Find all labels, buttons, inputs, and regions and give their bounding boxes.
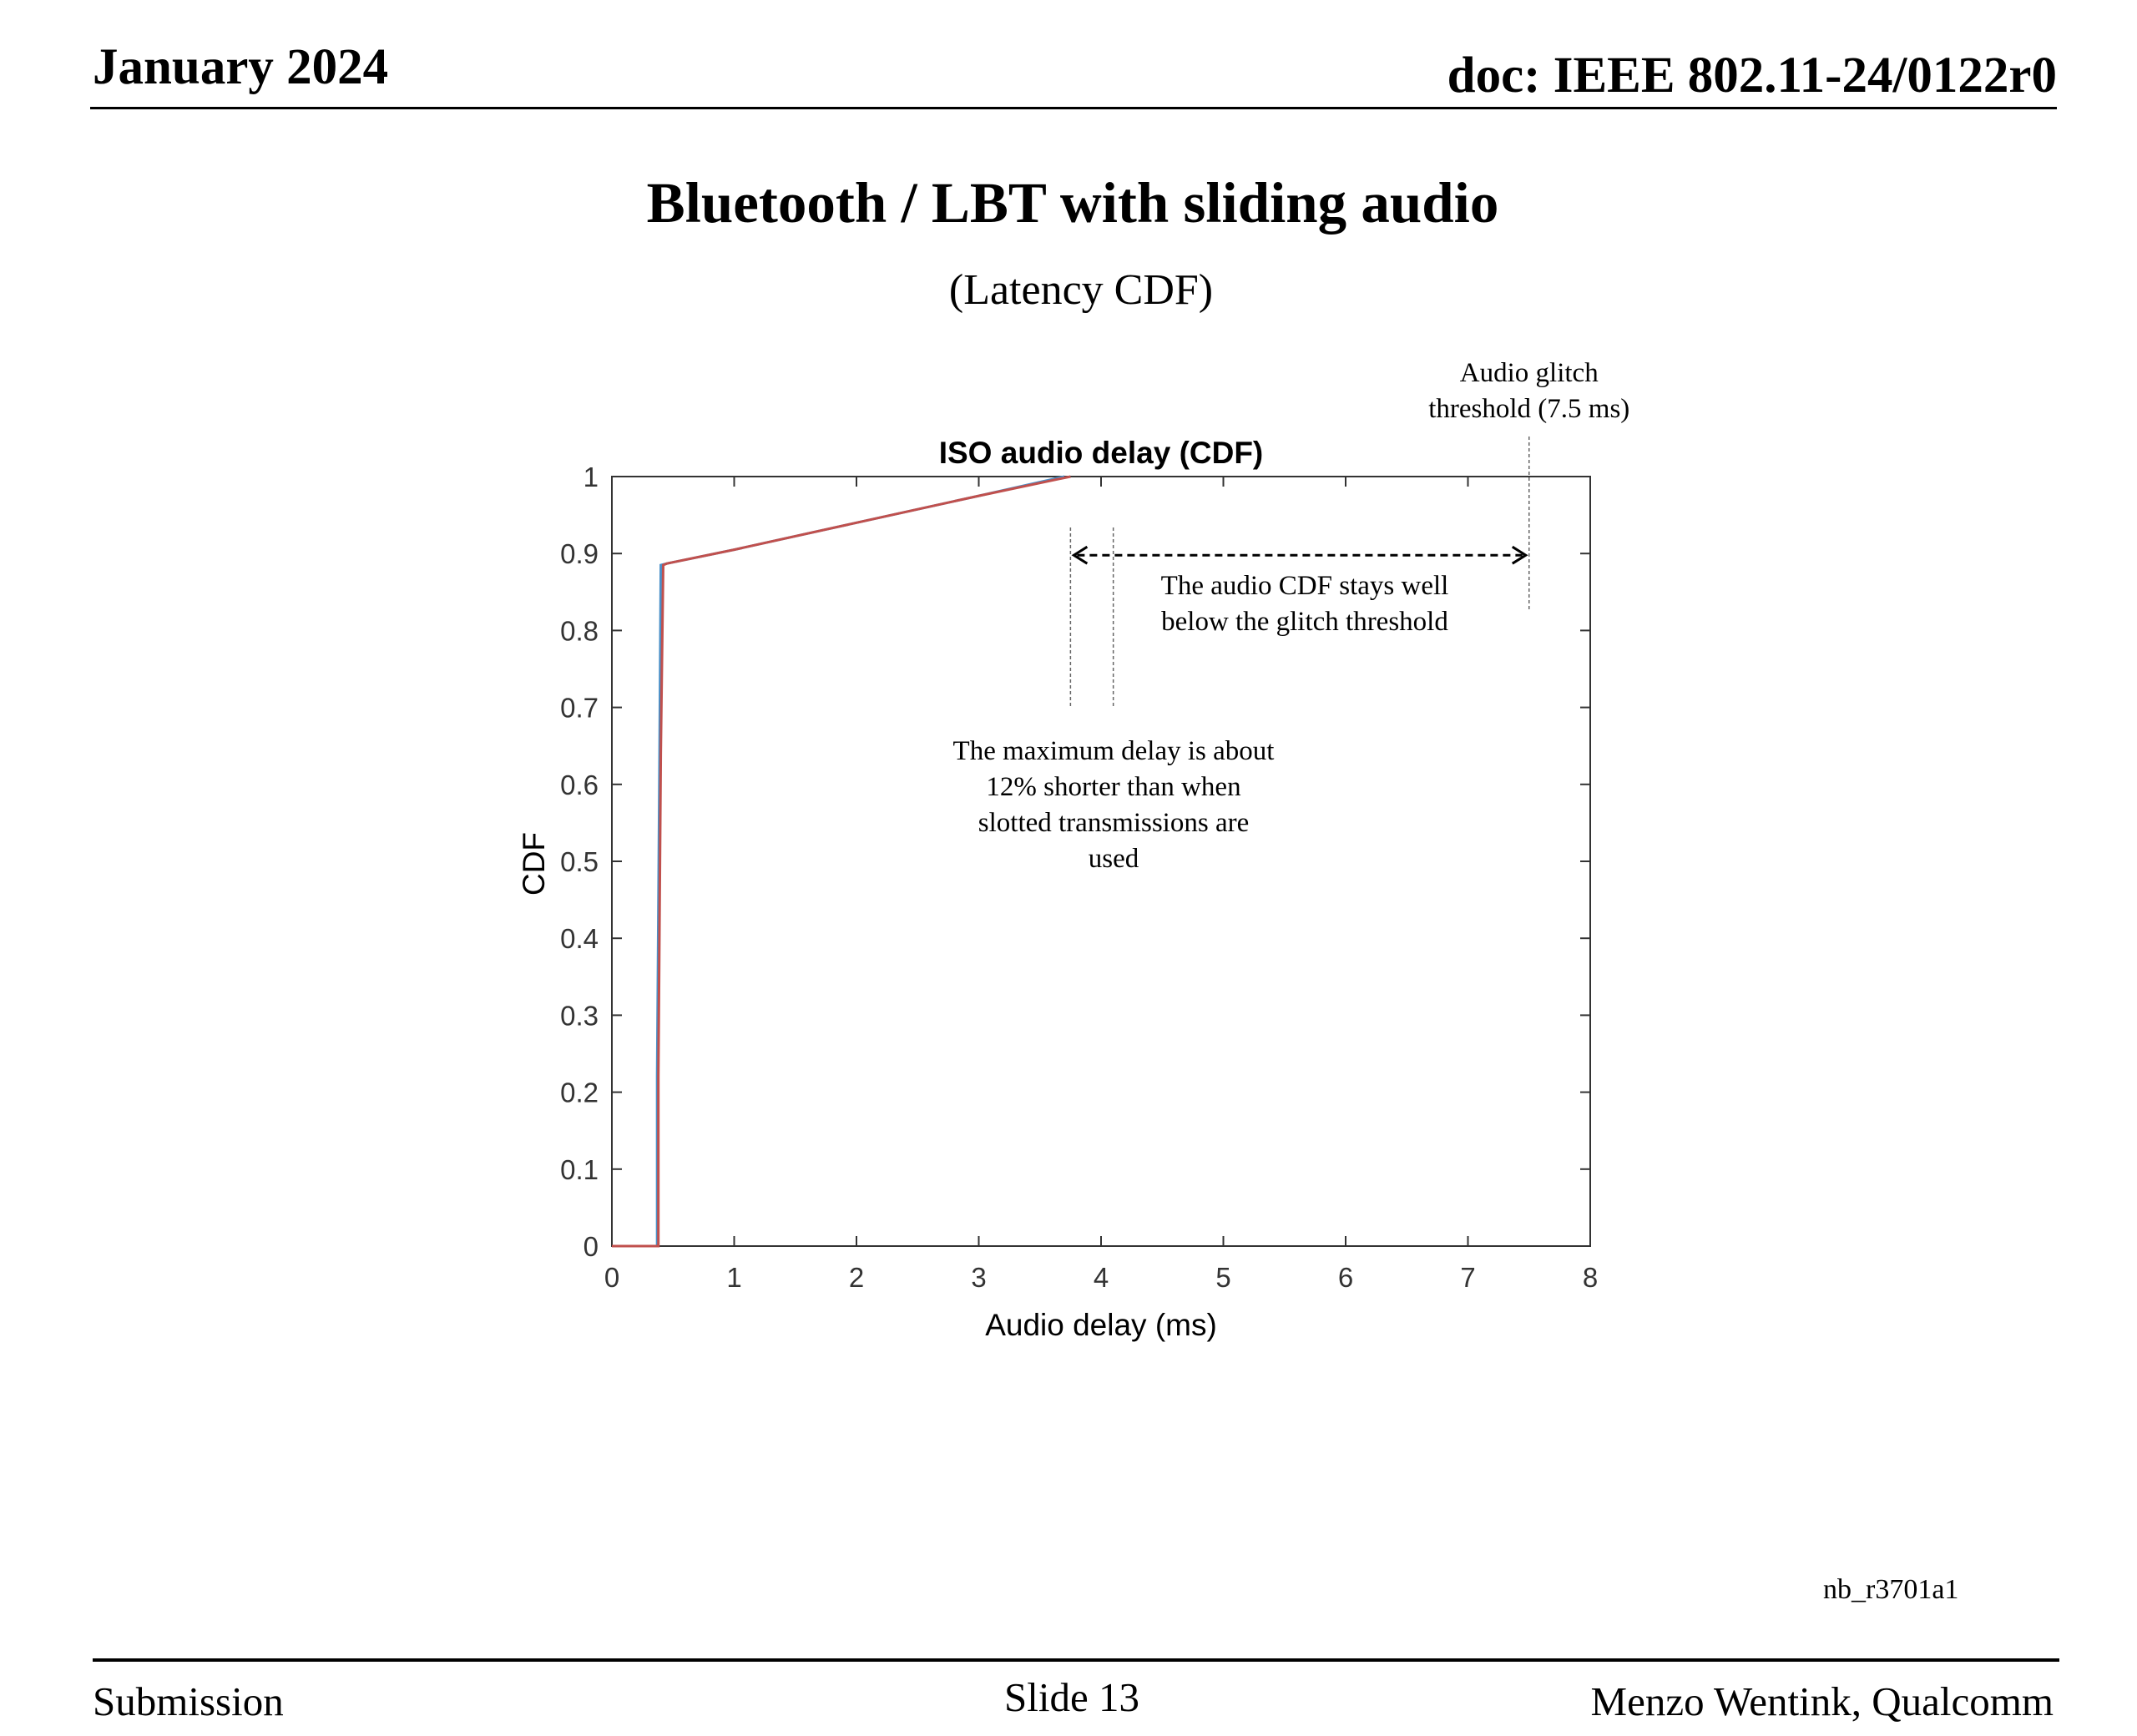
- header-date: January 2024: [93, 39, 389, 95]
- y-tick-label: 0.1: [560, 1154, 599, 1185]
- x-tick-label: 0: [604, 1262, 619, 1293]
- cdf-chart: ISO audio delay (CDF) 0 1 2 3 4 5 6 7 8 0 0.1 0.2 0.…: [517, 358, 1630, 1342]
- max-delay-annotation-line: slotted transmissions are: [978, 808, 1249, 838]
- threshold-label-line: Audio glitch: [1460, 358, 1599, 388]
- y-tick-label: 0.9: [560, 538, 599, 569]
- y-tick-label: 0.5: [560, 846, 599, 877]
- annotation-layer: Audio glitch threshold (7.5 ms) The audio …: [953, 358, 1630, 874]
- y-tick-label: 0: [584, 1231, 599, 1262]
- header-divider: [90, 107, 2057, 109]
- figure-code: nb_r3701a1: [1823, 1574, 1959, 1605]
- x-tick-label: 3: [971, 1262, 986, 1293]
- footer-submission: Submission: [93, 1678, 284, 1724]
- max-delay-annotation-line: The maximum delay is about: [953, 736, 1275, 766]
- slide-title: Bluetooth / LBT with sliding audio: [646, 171, 1499, 235]
- x-tick-label: 8: [1583, 1262, 1598, 1293]
- max-delay-annotation-line: 12% shorter than when: [986, 772, 1240, 802]
- header-doc-id: doc: IEEE 802.11-24/0122r0: [1447, 48, 2057, 103]
- y-tick-label: 1: [584, 462, 599, 492]
- y-tick-label: 0.6: [560, 770, 599, 800]
- x-axis-label: Audio delay (ms): [985, 1308, 1217, 1342]
- y-tick-label: 0.4: [560, 923, 599, 954]
- gap-annotation-line: The audio CDF stays well: [1161, 571, 1449, 601]
- x-tick-label: 1: [726, 1262, 741, 1293]
- slide-subtitle: (Latency CDF): [948, 266, 1214, 314]
- threshold-label-line: threshold (7.5 ms): [1428, 394, 1629, 424]
- gap-annotation-line: below the glitch threshold: [1161, 607, 1448, 637]
- footer-divider: [93, 1658, 2059, 1662]
- y-tick-label: 0.3: [560, 1000, 599, 1031]
- x-tick-label: 5: [1215, 1262, 1230, 1293]
- footer-author: Menzo Wentink, Qualcomm: [1590, 1678, 2054, 1724]
- y-tick-label: 0.8: [560, 615, 599, 646]
- footer-slide-number: Slide 13: [1004, 1674, 1139, 1720]
- series-line-1: [612, 475, 1065, 1248]
- gap-arrow-head-right: [1511, 545, 1528, 565]
- x-tick-label: 6: [1338, 1262, 1353, 1293]
- x-tick-label: 7: [1460, 1262, 1475, 1293]
- chart-title: ISO audio delay (CDF): [939, 436, 1264, 470]
- y-tick-label: 0.7: [560, 693, 599, 724]
- series-layer: [612, 475, 1071, 1248]
- y-axis-label: CDF: [517, 832, 551, 896]
- gap-arrow-head-left: [1071, 545, 1089, 565]
- axis-ticks: 0 1 2 3 4 5 6 7 8 0 0.1 0.2 0.3 0.4 0.5 0.6 0.7 0.8 0.9 1: [560, 462, 1598, 1293]
- max-delay-annotation-line: used: [1089, 844, 1139, 874]
- series-line-2: [612, 475, 1071, 1248]
- x-tick-label: 4: [1094, 1262, 1109, 1293]
- y-tick-label: 0.2: [560, 1077, 599, 1108]
- x-tick-label: 2: [849, 1262, 864, 1293]
